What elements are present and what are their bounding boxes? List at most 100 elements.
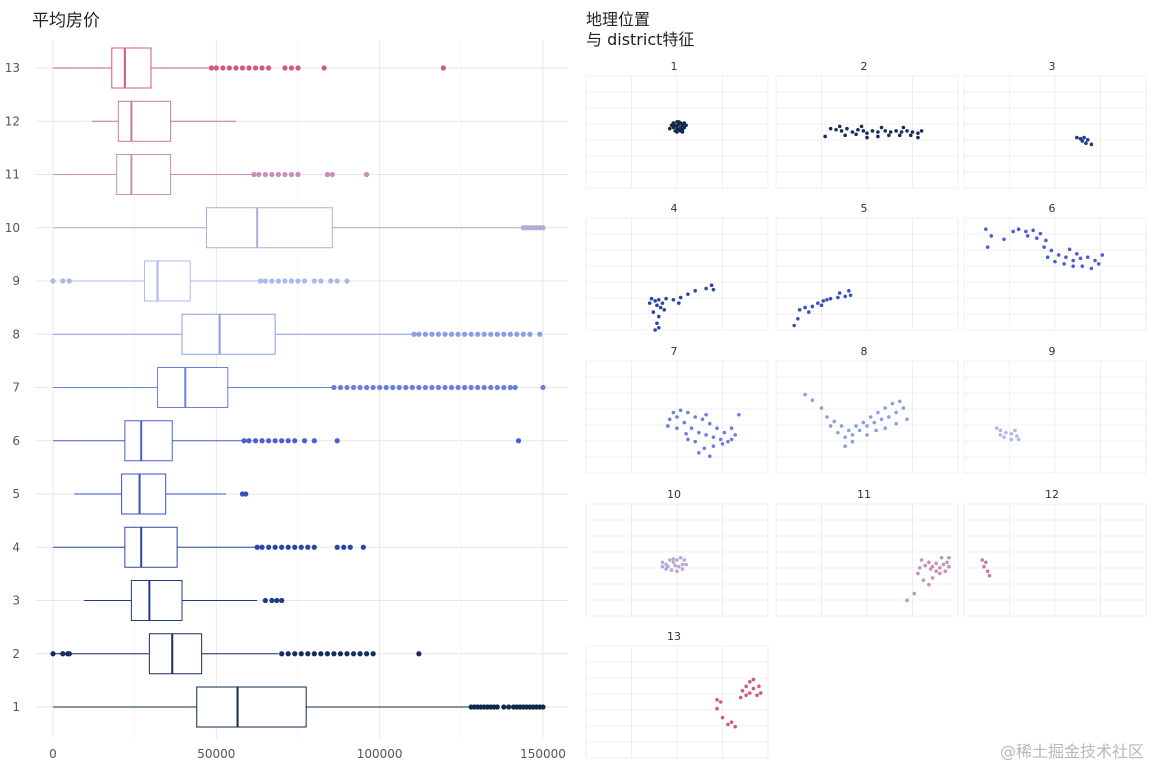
- geo-point: [883, 129, 887, 133]
- facet-title-line2: 与 district特征: [586, 30, 695, 49]
- geo-point: [843, 444, 847, 448]
- geo-point: [655, 321, 659, 326]
- boxplot-2: [50, 633, 422, 675]
- geo-point: [998, 433, 1003, 437]
- geo-point: [677, 564, 681, 569]
- outlier-point: [60, 278, 66, 284]
- geo-point: [658, 305, 663, 310]
- geo-point: [657, 297, 661, 302]
- outlier-point: [422, 384, 428, 391]
- y-tick-label: 11: [5, 168, 20, 182]
- outlier-point: [416, 331, 422, 337]
- outlier-point: [60, 651, 66, 657]
- boxplot-1: [53, 686, 546, 728]
- geo-point: [657, 325, 661, 330]
- outlier-point: [429, 331, 435, 337]
- geo-point: [837, 291, 842, 295]
- geo-point: [704, 412, 708, 417]
- geo-point: [715, 706, 719, 711]
- facet-title: 11: [857, 488, 871, 501]
- geo-point: [810, 304, 815, 309]
- facet-panel-12: 12: [963, 488, 1147, 617]
- outlier-point: [501, 331, 507, 337]
- boxplot-6: [53, 420, 522, 462]
- facet-panel-2: 2: [775, 60, 959, 189]
- geo-point: [819, 406, 824, 410]
- geo-point: [667, 126, 672, 131]
- outlier-point: [337, 651, 344, 657]
- facet-panel-8: 8: [775, 345, 959, 474]
- geo-point: [947, 564, 951, 569]
- geo-point: [806, 310, 811, 314]
- geo-point: [810, 398, 815, 403]
- outlier-point: [292, 544, 298, 550]
- outlier-point: [350, 651, 357, 657]
- geo-point: [928, 567, 933, 571]
- geo-point: [1053, 259, 1057, 264]
- boxplot-7: [53, 367, 546, 408]
- outlier-point: [285, 651, 291, 657]
- geo-point: [1085, 255, 1090, 259]
- geo-point: [675, 558, 679, 562]
- boxplot-4: [53, 526, 366, 568]
- geo-point: [1045, 255, 1050, 259]
- iqr-box: [124, 420, 173, 462]
- outlier-point: [435, 331, 442, 337]
- geo-point: [850, 433, 855, 437]
- geo-point: [686, 410, 690, 415]
- outlier-point: [272, 544, 278, 550]
- facet-panel-11: 11: [775, 488, 959, 617]
- geo-point: [737, 412, 741, 417]
- outlier-point: [370, 651, 376, 657]
- geo-point: [819, 303, 824, 308]
- geo-point: [680, 130, 685, 134]
- geo-point: [1042, 245, 1046, 249]
- geo-point: [1044, 238, 1048, 243]
- geo-point: [865, 131, 869, 135]
- geo-point: [655, 303, 659, 308]
- outlier-point: [488, 331, 494, 337]
- geo-point: [845, 126, 849, 131]
- geo-point: [649, 296, 654, 301]
- boxplot-3: [84, 580, 285, 621]
- outlier-point: [416, 384, 422, 391]
- geo-point: [921, 578, 926, 582]
- outlier-point: [507, 331, 513, 337]
- geo-point: [989, 234, 994, 238]
- iqr-box: [111, 47, 152, 89]
- geo-point: [718, 700, 723, 704]
- boxplot-13: [53, 47, 446, 89]
- geo-point: [711, 287, 716, 292]
- geo-point: [1024, 229, 1028, 234]
- geo-point: [678, 121, 683, 125]
- outlier-point: [341, 544, 347, 550]
- facet-title: 6: [1049, 202, 1056, 215]
- geo-point: [923, 563, 928, 568]
- outlier-point: [266, 65, 272, 71]
- geo-point: [744, 693, 748, 698]
- outlier-point: [259, 544, 265, 550]
- outlier-point: [301, 278, 308, 284]
- outlier-point: [527, 331, 533, 337]
- facet-title: 1: [671, 60, 678, 73]
- facet-title: 5: [861, 202, 868, 215]
- y-tick-label: 3: [12, 594, 20, 608]
- geo-point: [1080, 264, 1085, 268]
- iqr-box: [130, 580, 183, 621]
- geo-point: [1014, 434, 1019, 438]
- outlier-point: [324, 651, 330, 657]
- geo-point: [726, 439, 730, 444]
- outlier-point: [305, 651, 311, 657]
- geo-point: [930, 576, 935, 580]
- geo-point: [671, 410, 676, 415]
- outlier-point: [350, 384, 357, 391]
- geo-point: [984, 560, 988, 565]
- geo-point: [1016, 437, 1021, 442]
- geo-point: [888, 130, 893, 134]
- x-tick-label: 150000: [520, 747, 566, 761]
- geo-point: [733, 724, 738, 729]
- geo-point: [939, 555, 944, 560]
- outlier-point: [515, 438, 522, 444]
- boxplot-10: [53, 207, 546, 249]
- outlier-point: [455, 331, 461, 337]
